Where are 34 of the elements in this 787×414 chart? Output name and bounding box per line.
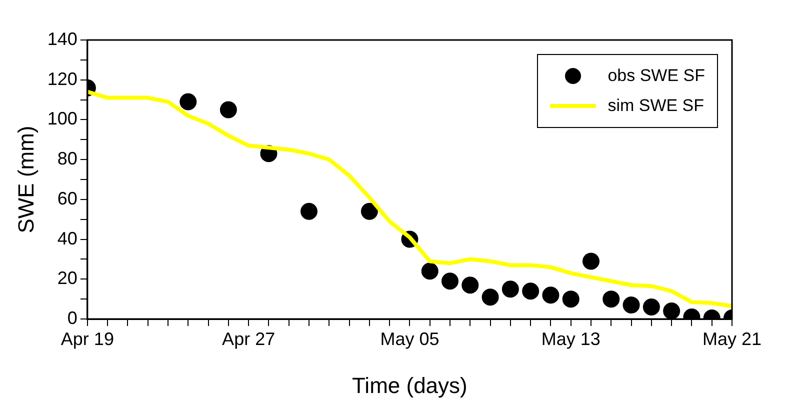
legend-label: sim SWE SF	[608, 96, 704, 116]
point	[622, 296, 640, 314]
y-tick-label: 120	[47, 68, 78, 89]
y-tick-label: 40	[57, 228, 78, 248]
x-tick-label: Apr 27	[222, 328, 276, 349]
y-tick-label: 60	[57, 188, 78, 208]
point	[502, 280, 519, 298]
point	[442, 272, 458, 290]
y-tick-label: 80	[57, 148, 78, 169]
legend-label: obs SWE SF	[608, 66, 705, 86]
point	[542, 286, 560, 304]
point	[462, 276, 479, 294]
x-tick-label: Apr 19	[60, 328, 114, 349]
y-axis-title: SWE (mm)	[13, 126, 38, 234]
point	[180, 93, 197, 110]
x-tick-label: May 13	[541, 328, 600, 349]
point	[360, 202, 378, 220]
point	[582, 252, 600, 270]
y-tick-label: 100	[47, 108, 78, 129]
point	[663, 302, 680, 319]
point	[642, 298, 660, 316]
point	[522, 282, 540, 300]
x-tick-label: May 21	[702, 328, 762, 349]
point	[482, 288, 499, 306]
y-tick-label: 0	[67, 308, 78, 328]
y-tick-label: 20	[57, 268, 78, 288]
point	[602, 290, 620, 308]
point	[220, 101, 237, 118]
point	[300, 202, 318, 220]
point	[421, 262, 438, 280]
x-axis-title: Time (days)	[352, 372, 468, 398]
x-tick-label: May 05	[380, 328, 440, 349]
point	[562, 290, 580, 308]
y-tick-label: 140	[47, 28, 78, 49]
